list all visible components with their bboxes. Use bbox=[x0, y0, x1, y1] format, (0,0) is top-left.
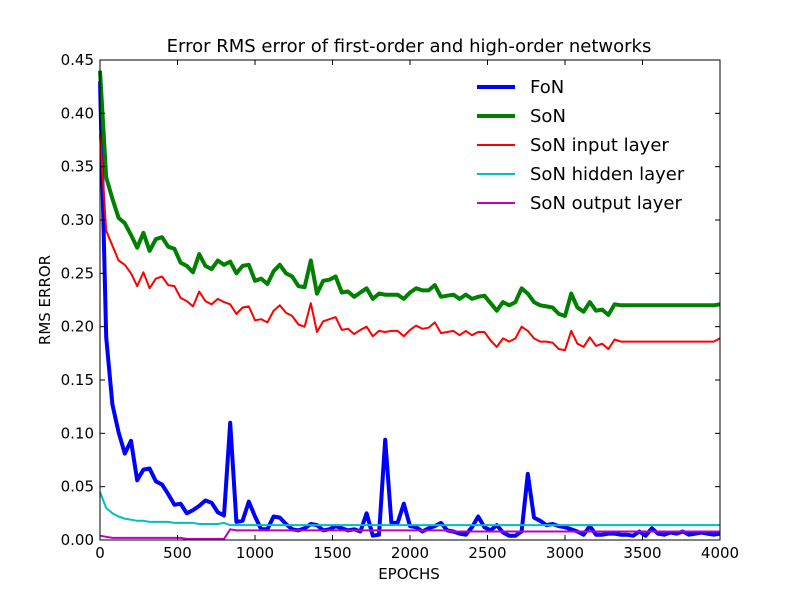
legend-label: SoN hidden layer bbox=[530, 164, 685, 185]
x-tick-label: 3500 bbox=[623, 544, 661, 562]
x-tick-label: 1500 bbox=[313, 544, 351, 562]
y-tick-label: 0.00 bbox=[61, 531, 94, 549]
plot-background bbox=[100, 60, 720, 540]
x-tick-label: 500 bbox=[163, 544, 192, 562]
series-line-son-input-layer bbox=[99, 134, 721, 352]
x-tick-label: 4000 bbox=[701, 544, 739, 562]
y-tick-label: 0.10 bbox=[61, 424, 94, 442]
y-axis-label: RMS ERROR bbox=[36, 255, 54, 345]
y-tick-label: 0.20 bbox=[61, 318, 94, 336]
y-tick-label: 0.45 bbox=[61, 51, 94, 69]
x-tick-label: 1000 bbox=[236, 544, 274, 562]
plot-area bbox=[100, 60, 720, 540]
series-line-son-hidden-layer bbox=[99, 491, 720, 527]
legend-label: SoN output layer bbox=[530, 193, 682, 214]
y-tick-label: 0.15 bbox=[61, 371, 94, 389]
chart-title: Error RMS error of first-order and high-… bbox=[167, 36, 652, 57]
x-tick-label: 0 bbox=[95, 544, 105, 562]
y-tick-label: 0.30 bbox=[61, 211, 94, 229]
ticks-layer: 0 500 1000 1500 2000 2500 3000 3500 4000 0.00 0.05… bbox=[61, 51, 740, 562]
y-tick-label: 0.40 bbox=[61, 104, 94, 122]
legend-label: SoN bbox=[530, 106, 566, 127]
x-tick-label: 2000 bbox=[391, 544, 429, 562]
x-tick-label: 3000 bbox=[546, 544, 584, 562]
y-tick-label: 0.05 bbox=[61, 478, 94, 496]
legend-label: FoN bbox=[530, 77, 564, 98]
series-layer bbox=[98, 70, 721, 540]
x-tick-label: 2500 bbox=[468, 544, 506, 562]
y-tick-label: 0.35 bbox=[61, 158, 94, 176]
series-line-son bbox=[98, 70, 721, 318]
series-line-son-output-layer bbox=[99, 528, 720, 540]
legend-label: SoN input layer bbox=[530, 135, 669, 156]
x-axis-label: EPOCHS bbox=[378, 565, 440, 583]
y-tick-label: 0.25 bbox=[61, 264, 94, 282]
legend: FoN SoN SoN input layer SoN hidden layer SoN… bbox=[477, 77, 685, 214]
